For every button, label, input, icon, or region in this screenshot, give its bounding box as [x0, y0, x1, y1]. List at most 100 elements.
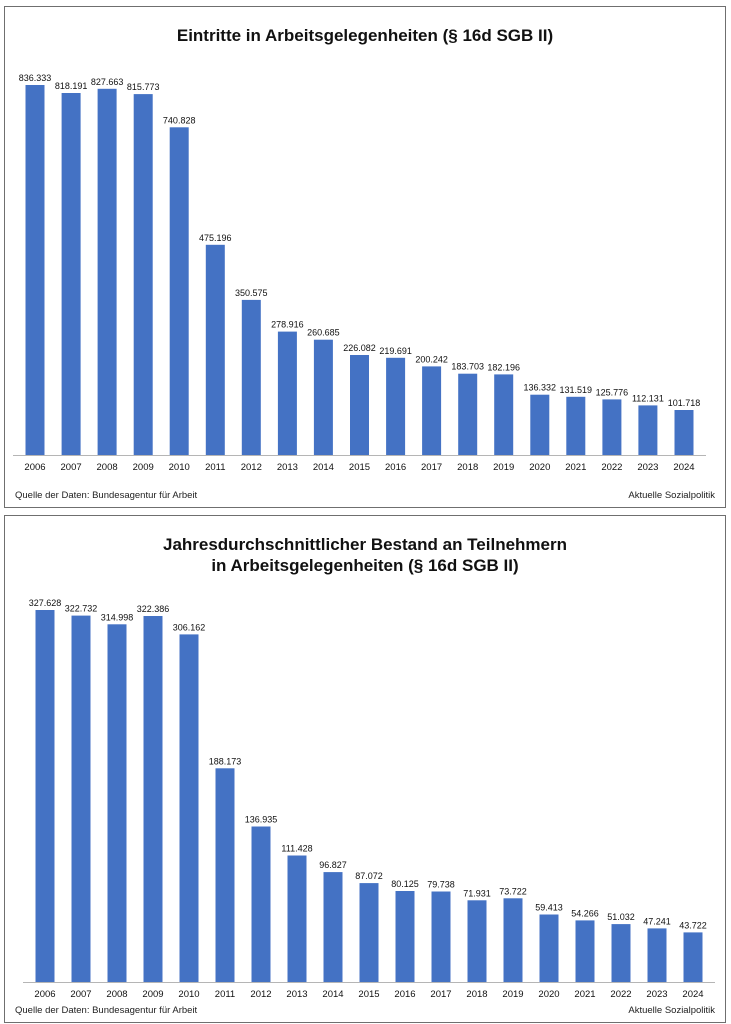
- data-label-2023: 112.131: [632, 393, 664, 403]
- bar-2009: [133, 94, 153, 455]
- bar-2013: [287, 855, 307, 982]
- x-tick-label-2011: 2011: [205, 462, 225, 473]
- data-label-2022: 51.032: [607, 912, 635, 922]
- bar-2014: [313, 339, 333, 455]
- data-label-2011: 188.173: [209, 756, 242, 766]
- x-tick-label-2017: 2017: [421, 462, 442, 473]
- x-tick-label-2016: 2016: [385, 462, 406, 473]
- bar-2022: [611, 924, 631, 982]
- bar-2006: [35, 610, 55, 982]
- x-tick-label-2015: 2015: [349, 462, 370, 473]
- data-label-2024: 43.722: [679, 920, 707, 930]
- data-label-2010: 306.162: [173, 622, 206, 632]
- data-label-2014: 260.685: [307, 328, 340, 338]
- data-label-2007: 818.191: [55, 81, 88, 91]
- chart-panel-entries: Eintritte in Arbeitsgelegenheiten (§ 16d…: [4, 6, 726, 508]
- chart-credit: Aktuelle Sozialpolitik: [628, 490, 715, 501]
- bar-2022: [602, 399, 622, 455]
- x-tick-label-2019: 2019: [493, 462, 514, 473]
- bar-2011: [205, 244, 225, 455]
- x-tick-label-2024: 2024: [682, 989, 703, 1000]
- data-label-2017: 79.738: [427, 880, 455, 890]
- data-label-2012: 350.575: [235, 288, 268, 298]
- data-label-2020: 136.332: [524, 383, 557, 393]
- bar-2021: [566, 396, 586, 455]
- bar-chart-participants: 327.628 2006 322.732 2007 314.998 2008 322.386…: [23, 598, 715, 1000]
- x-tick-label-2018: 2018: [457, 462, 478, 473]
- x-tick-label-2013: 2013: [286, 989, 307, 1000]
- x-tick-label-2006: 2006: [34, 989, 55, 1000]
- data-source-note: Quelle der Daten: Bundesagentur für Arbe…: [15, 1005, 198, 1016]
- data-label-2009: 322.386: [137, 604, 170, 614]
- x-tick-label-2008: 2008: [97, 462, 118, 473]
- x-tick-label-2012: 2012: [250, 989, 271, 1000]
- data-label-2012: 136.935: [245, 815, 278, 825]
- chart-title: Jahresdurchschnittlicher Bestand an Teil…: [5, 534, 725, 576]
- bar-2024: [674, 410, 694, 455]
- bar-2020: [539, 914, 559, 982]
- bar-2019: [503, 898, 523, 982]
- bar-2010: [169, 127, 189, 456]
- x-tick-label-2010: 2010: [178, 989, 199, 1000]
- bar-2012: [241, 299, 261, 455]
- bar-2010: [179, 634, 199, 982]
- x-tick-label-2022: 2022: [601, 462, 622, 473]
- chart-title-line: Eintritte in Arbeitsgelegenheiten (§ 16d…: [176, 26, 554, 45]
- data-label-2024: 101.718: [668, 398, 701, 408]
- data-label-2008: 827.663: [91, 77, 124, 87]
- x-tick-label-2021: 2021: [565, 462, 586, 473]
- x-tick-label-2014: 2014: [322, 989, 343, 1000]
- x-tick-label-2008: 2008: [106, 989, 127, 1000]
- bar-2014: [323, 872, 343, 982]
- data-label-2021: 131.519: [560, 385, 593, 395]
- chart-panel-participants: Jahresdurchschnittlicher Bestand an Teil…: [4, 515, 726, 1023]
- bar-2015: [350, 355, 369, 455]
- data-label-2023: 47.241: [643, 916, 671, 926]
- x-tick-label-2022: 2022: [610, 989, 631, 1000]
- data-label-2016: 80.125: [391, 879, 419, 889]
- x-tick-label-2023: 2023: [637, 462, 658, 473]
- data-label-2018: 71.931: [463, 888, 491, 898]
- bar-2021: [575, 920, 595, 982]
- bar-2012: [251, 826, 271, 982]
- x-tick-label-2012: 2012: [241, 462, 262, 473]
- x-tick-label-2010: 2010: [169, 462, 190, 473]
- data-label-2015: 87.072: [355, 871, 383, 881]
- bar-2023: [647, 928, 667, 982]
- bar-2016: [395, 891, 415, 982]
- bar-2007: [71, 615, 91, 982]
- data-label-2022: 125.776: [596, 387, 629, 397]
- bar-2020: [530, 394, 550, 455]
- x-tick-label-2019: 2019: [502, 989, 523, 1000]
- x-tick-label-2007: 2007: [61, 462, 82, 473]
- data-label-2010: 740.828: [163, 115, 196, 125]
- x-tick-label-2017: 2017: [430, 989, 451, 1000]
- data-label-2008: 314.998: [101, 612, 134, 622]
- data-label-2006: 327.628: [29, 598, 62, 608]
- data-label-2019: 182.196: [487, 362, 520, 372]
- bar-2017: [431, 891, 451, 982]
- bar-2018: [467, 900, 487, 982]
- bar-chart-entries: 836.333 2006 818.191 2007 827.663 2008 815.773…: [13, 73, 706, 473]
- bar-2017: [422, 366, 442, 455]
- x-tick-label-2020: 2020: [538, 989, 559, 1000]
- data-label-2014: 96.827: [319, 860, 347, 870]
- data-label-2006: 836.333: [19, 73, 52, 83]
- data-label-2009: 815.773: [127, 82, 160, 92]
- bar-2006: [25, 85, 45, 455]
- x-tick-label-2006: 2006: [24, 462, 45, 473]
- data-label-2007: 322.732: [65, 604, 98, 614]
- data-label-2021: 54.266: [571, 908, 599, 918]
- data-label-2015: 226.082: [343, 343, 376, 353]
- data-label-2019: 73.722: [499, 886, 527, 896]
- data-label-2016: 219.691: [379, 346, 412, 356]
- bar-2008: [107, 624, 127, 982]
- x-tick-label-2009: 2009: [133, 462, 154, 473]
- bar-2024: [683, 932, 703, 982]
- x-tick-label-2014: 2014: [313, 462, 334, 473]
- x-tick-label-2021: 2021: [574, 989, 595, 1000]
- data-label-2011: 475.196: [199, 233, 232, 243]
- x-tick-label-2020: 2020: [529, 462, 550, 473]
- chart-title-line-2: in Arbeitsgelegenheiten (§ 16d SGB II): [211, 556, 519, 575]
- bar-2011: [215, 768, 235, 982]
